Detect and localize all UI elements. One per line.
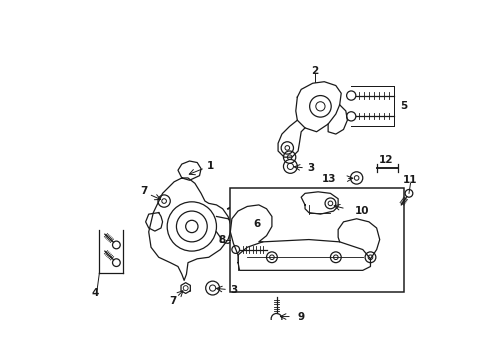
Text: 6: 6 [253, 219, 260, 229]
Text: 3: 3 [231, 285, 238, 294]
Text: 3: 3 [308, 163, 315, 173]
Text: 4: 4 [91, 288, 98, 298]
Text: 2: 2 [312, 66, 318, 76]
Text: 1: 1 [207, 161, 214, 171]
Text: 10: 10 [355, 206, 369, 216]
Text: 13: 13 [322, 174, 337, 184]
Text: 12: 12 [379, 155, 393, 165]
Text: 7: 7 [170, 296, 177, 306]
Text: 7: 7 [141, 186, 148, 196]
Text: 8: 8 [219, 235, 226, 244]
Text: 11: 11 [403, 175, 418, 185]
Text: 9: 9 [297, 311, 304, 321]
Text: 5: 5 [400, 101, 407, 111]
Bar [230, 188, 404, 292]
